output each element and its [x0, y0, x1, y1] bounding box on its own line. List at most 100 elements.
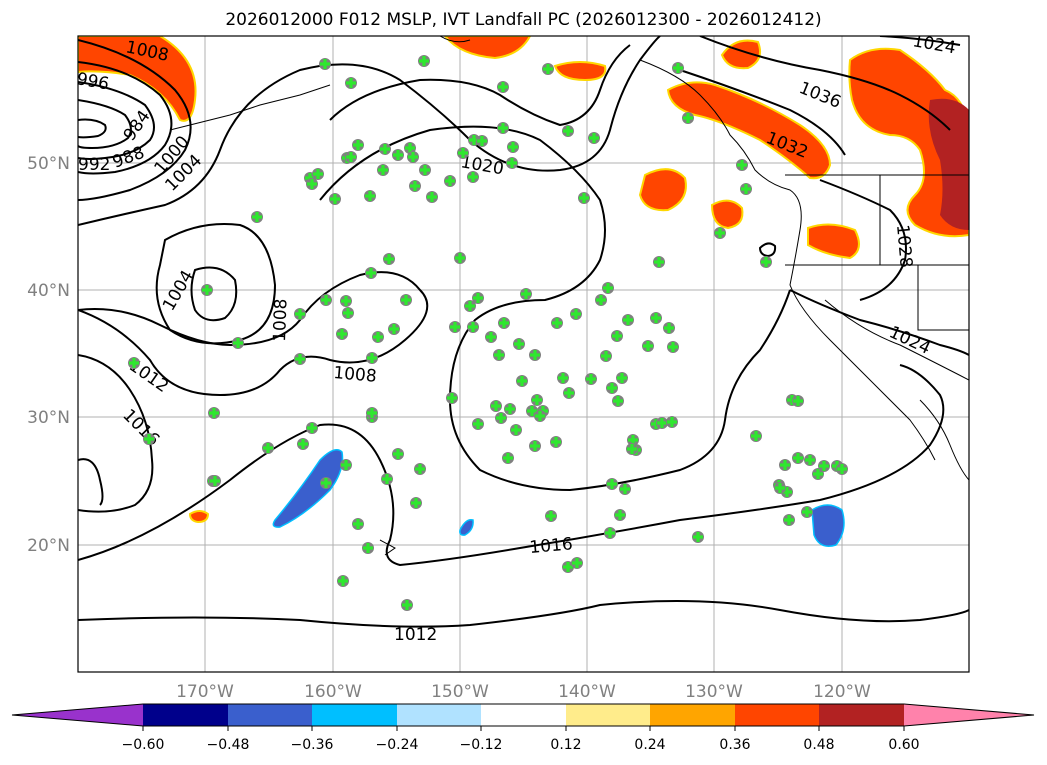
ensemble-marker [383, 253, 395, 265]
ensemble-marker [449, 321, 461, 333]
ensemble-marker [345, 151, 357, 163]
ensemble-marker [498, 317, 510, 329]
ensemble-marker [329, 193, 341, 205]
lon-tick-label: 150°W [431, 682, 489, 702]
lat-axis: 50°N 40°N 30°N 20°N [27, 154, 70, 556]
ensemble-marker [507, 141, 519, 153]
ensemble-marker [306, 178, 318, 190]
ensemble-marker [562, 125, 574, 137]
colorbar-label: 0.36 [719, 737, 750, 753]
colorbar-segment [650, 704, 735, 726]
ensemble-marker [418, 55, 430, 67]
ensemble-marker [801, 506, 813, 518]
ensemble-marker [783, 514, 795, 526]
ensemble-marker [578, 192, 590, 204]
lon-tick-label: 160°W [304, 682, 362, 702]
ensemble-marker [622, 314, 634, 326]
colorbar-label: −0.24 [376, 737, 419, 753]
ensemble-marker [426, 191, 438, 203]
ensemble-marker [502, 452, 514, 464]
mslp-isobars [78, 36, 969, 628]
ensemble-marker [626, 443, 638, 455]
lon-tick-label: 170°W [176, 682, 234, 702]
ensemble-marker [319, 58, 331, 70]
ensemble-marker [510, 424, 522, 436]
ensemble-marker [336, 328, 348, 340]
ensemble-marker [736, 159, 748, 171]
ensemble-marker [208, 407, 220, 419]
ensemble-marker [602, 282, 614, 294]
ensemble-marker [588, 132, 600, 144]
colorbar-label: −0.12 [460, 737, 503, 753]
ensemble-marker [297, 438, 309, 450]
ensemble-marker [667, 341, 679, 353]
ensemble-marker [377, 164, 389, 176]
ensemble-marker [407, 151, 419, 163]
figure-title: 2026012000 F012 MSLP, IVT Landfall PC (2… [225, 10, 822, 30]
ensemble-marker [529, 349, 541, 361]
ensemble-marker [340, 459, 352, 471]
isobar-label: 1008 [333, 363, 378, 387]
isobar-label: 1028 [892, 224, 916, 269]
ensemble-marker [143, 433, 155, 445]
colorbar-label: 0.48 [803, 737, 834, 753]
ensemble-marker [740, 183, 752, 195]
ensemble-marker [379, 143, 391, 155]
coastlines [169, 36, 969, 556]
ensemble-marker [606, 478, 618, 490]
ensemble-marker [472, 418, 484, 430]
isobar-labels: 1008 996 992 988 984 1000 1004 1004 1008… [78, 31, 957, 645]
ensemble-marker [545, 510, 557, 522]
colorbar-segment [143, 704, 228, 726]
lon-tick-label: 140°W [558, 682, 616, 702]
ensemble-marker [570, 308, 582, 320]
ensemble-marker [345, 77, 357, 89]
ensemble-marker [401, 599, 413, 611]
lon-tick-label: 130°W [685, 682, 743, 702]
ensemble-marker [663, 322, 675, 334]
ensemble-marker [209, 475, 221, 487]
ensemble-marker [792, 452, 804, 464]
ensemble-markers [128, 55, 848, 611]
ensemble-marker [497, 122, 509, 134]
ensemble-marker [366, 407, 378, 419]
ensemble-marker [400, 294, 412, 306]
ensemble-marker [495, 412, 507, 424]
colorbar: −0.60 −0.48 −0.36 −0.24 −0.12 0.12 0.24 … [11, 703, 1035, 753]
colorbar-extend-low [12, 704, 143, 726]
isobar-label: 988 [110, 143, 147, 173]
ensemble-marker [595, 294, 607, 306]
ensemble-marker [666, 416, 678, 428]
gridlines [78, 36, 969, 672]
ensemble-marker [251, 211, 263, 223]
ensemble-marker [656, 417, 668, 429]
ensemble-marker [364, 190, 376, 202]
colorbar-label: −0.36 [291, 737, 334, 753]
ivt-negative-regions [272, 449, 845, 547]
isobar-label: 1024 [911, 31, 957, 58]
ensemble-marker [414, 463, 426, 475]
colorbar-label: 0.12 [550, 737, 581, 753]
ensemble-marker [454, 252, 466, 264]
ensemble-marker [692, 531, 704, 543]
ensemble-marker [836, 463, 848, 475]
isobar-label: 992 [78, 155, 110, 175]
ensemble-marker [294, 308, 306, 320]
ensemble-marker [563, 387, 575, 399]
ensemble-marker [550, 436, 562, 448]
ensemble-marker [650, 312, 662, 324]
isobar-label: 1012 [394, 625, 437, 645]
ensemble-marker [504, 403, 516, 415]
ensemble-marker [467, 171, 479, 183]
ensemble-marker [513, 338, 525, 350]
ensemble-marker [128, 357, 140, 369]
ensemble-marker [506, 157, 518, 169]
ensemble-marker [542, 63, 554, 75]
ensemble-marker [520, 288, 532, 300]
ensemble-marker [419, 164, 431, 176]
ensemble-marker [337, 575, 349, 587]
colorbar-label: −0.48 [207, 737, 250, 753]
ensemble-marker [792, 395, 804, 407]
ensemble-marker [619, 483, 631, 495]
